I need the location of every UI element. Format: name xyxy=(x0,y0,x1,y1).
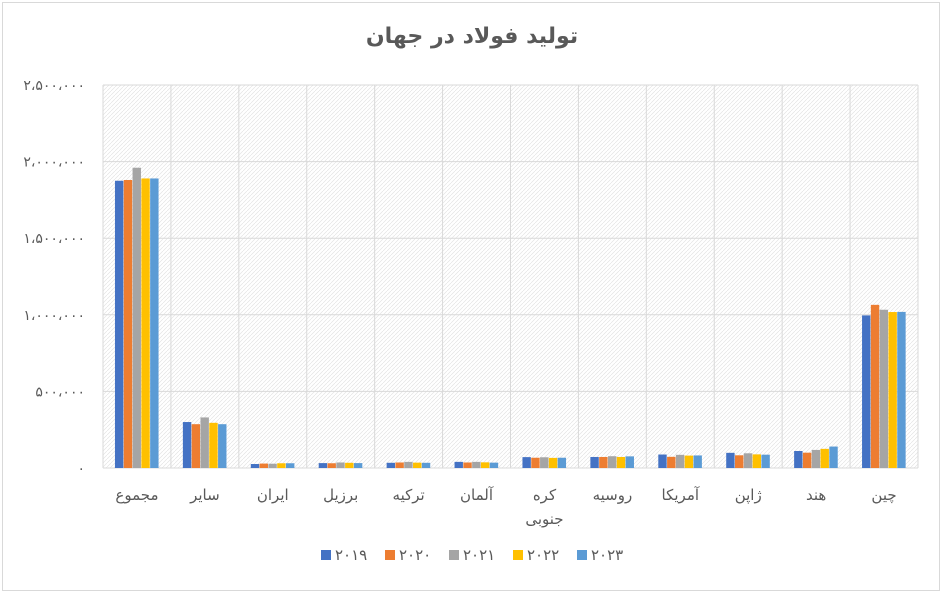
x-category-label: چین xyxy=(871,486,896,504)
bar xyxy=(607,456,617,468)
bar xyxy=(250,464,260,468)
bar xyxy=(463,462,472,468)
bar xyxy=(726,452,735,468)
x-category-label: هند xyxy=(806,486,826,504)
bars xyxy=(114,167,906,468)
bar xyxy=(693,455,702,468)
bar xyxy=(735,455,744,468)
y-tick-label: ۵۰۰،۰۰۰ xyxy=(35,384,85,400)
bar xyxy=(454,461,463,468)
x-category-label: ترکیه xyxy=(393,486,425,504)
bar xyxy=(684,455,694,468)
x-category-label: برزیل xyxy=(323,486,358,504)
bar xyxy=(743,453,753,468)
bar xyxy=(259,463,268,468)
legend: ۲۰۱۹ ۲۰۲۰ ۲۰۲۱ ۲۰۲۲ ۲۰۲۳ xyxy=(321,546,623,564)
bar xyxy=(590,456,599,468)
x-category-label: آمریکا xyxy=(662,486,700,504)
x-category-label: ایران xyxy=(257,486,289,504)
x-category-label: سایر xyxy=(189,486,220,504)
bar xyxy=(421,462,431,468)
bar xyxy=(150,178,159,468)
bar xyxy=(616,456,626,468)
bar xyxy=(802,452,812,468)
bar xyxy=(870,304,880,468)
bar xyxy=(209,422,218,468)
bar xyxy=(327,463,336,468)
y-tick-label: ۱،۵۰۰،۰۰۰ xyxy=(23,231,85,247)
bar xyxy=(675,454,685,468)
bar xyxy=(123,179,133,468)
bar xyxy=(353,463,363,468)
bar xyxy=(141,178,150,468)
legend-swatch xyxy=(513,550,523,560)
steel-production-chart: تولید فولاد در جهان ۰ ۵۰۰،۰۰۰ ۱،۰۰۰،۰۰۰ ۱،۵… xyxy=(23,24,919,564)
bar xyxy=(557,457,567,468)
bar xyxy=(132,167,141,468)
bar xyxy=(752,454,762,468)
x-category-label: روسیه xyxy=(593,486,633,504)
bar xyxy=(761,454,770,468)
bar xyxy=(667,456,676,468)
bar xyxy=(472,461,481,468)
bar xyxy=(489,462,499,468)
bar xyxy=(318,463,328,468)
bar xyxy=(888,312,897,468)
bar xyxy=(285,463,295,468)
bar xyxy=(829,446,838,468)
y-tick-label: ۲،۵۰۰،۰۰۰ xyxy=(23,78,85,94)
bar xyxy=(413,462,422,468)
y-tick-label: ۲،۰۰۰،۰۰۰ xyxy=(23,155,85,171)
bar xyxy=(658,454,667,468)
bar xyxy=(277,463,286,468)
legend-label: ۲۰۲۰ xyxy=(399,546,431,564)
bar xyxy=(879,309,889,468)
bar xyxy=(811,449,821,468)
bar xyxy=(522,457,531,468)
bar xyxy=(114,180,124,468)
bar xyxy=(404,461,413,468)
y-axis-tick-labels: ۰ ۵۰۰،۰۰۰ ۱،۰۰۰،۰۰۰ ۱،۵۰۰،۰۰۰ ۲،۰۰۰،۰۰۰ ۲،۵۰۰… xyxy=(23,78,85,477)
chart-title: تولید فولاد در جهان xyxy=(366,24,578,49)
legend-label: ۲۰۲۳ xyxy=(591,546,623,564)
bar xyxy=(218,424,227,468)
bar xyxy=(862,315,871,468)
bar xyxy=(794,450,803,468)
bar xyxy=(395,462,404,468)
legend-label: ۲۰۲۱ xyxy=(463,546,495,564)
x-category-label: ژاپن xyxy=(735,486,762,505)
legend-label: ۲۰۲۲ xyxy=(527,546,559,564)
bar xyxy=(182,422,192,468)
bar xyxy=(540,457,549,468)
bar xyxy=(200,417,209,468)
bar xyxy=(386,462,396,468)
y-tick-label: ۰ xyxy=(77,461,85,477)
bar xyxy=(531,457,540,468)
x-category-label: مجموع xyxy=(115,486,158,504)
bar xyxy=(336,462,345,468)
bar xyxy=(548,457,558,468)
bar xyxy=(625,456,634,468)
bar xyxy=(897,311,906,468)
bar xyxy=(599,456,608,468)
y-tick-label: ۱،۰۰۰،۰۰۰ xyxy=(23,308,85,324)
bar xyxy=(268,463,277,468)
bar xyxy=(345,462,354,468)
legend-swatch xyxy=(577,550,587,560)
legend-swatch xyxy=(385,550,395,560)
gridlines xyxy=(102,84,919,469)
legend-label: ۲۰۱۹ xyxy=(335,546,367,564)
x-category-label: کره جنوبی xyxy=(525,486,563,528)
legend-swatch xyxy=(449,550,459,560)
bar xyxy=(820,448,829,468)
bar xyxy=(480,462,490,468)
bar xyxy=(191,424,201,468)
x-category-label: آلمان xyxy=(460,486,494,504)
legend-swatch xyxy=(321,550,331,560)
x-axis-category-labels: چین هند ژاپن آمریکا روسیه کره جنوبی آلمان ترکیه ب… xyxy=(115,486,896,528)
